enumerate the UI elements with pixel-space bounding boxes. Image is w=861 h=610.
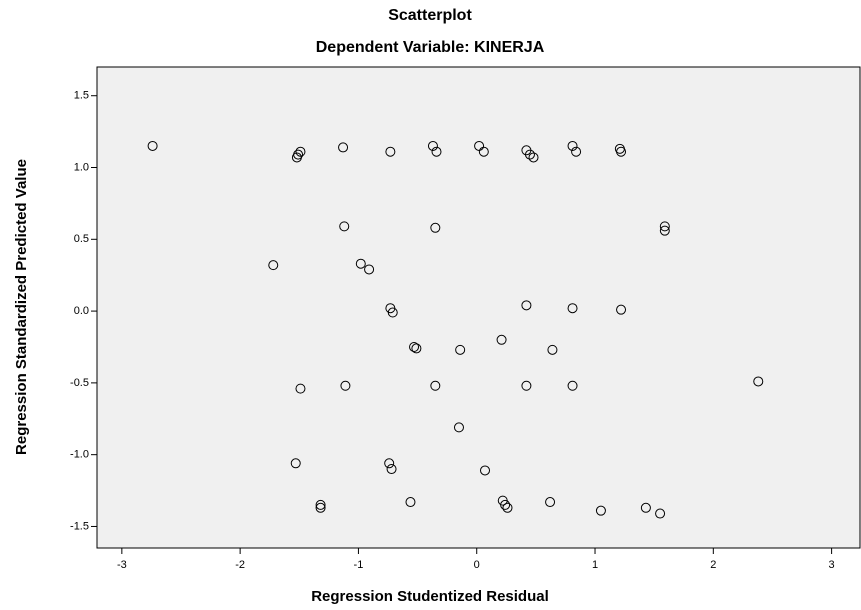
x-tick-label: 3 <box>829 559 835 571</box>
x-tick-label: 1 <box>592 559 598 571</box>
point <box>147 140 158 151</box>
point <box>355 258 366 269</box>
point <box>640 502 651 513</box>
y-tick-label: -1.0 <box>70 449 89 461</box>
point <box>427 140 438 151</box>
x-tick-label: -2 <box>235 559 245 571</box>
point <box>547 344 558 355</box>
y-tick-label: 1.0 <box>74 161 89 173</box>
x-axis-label: Regression Studentized Residual <box>311 588 549 605</box>
y-tick-label: 0.0 <box>74 305 89 317</box>
y-tick-label: 0.5 <box>74 233 89 245</box>
y-tick-label: -1.5 <box>70 520 89 532</box>
chart-title: Scatterplot <box>388 7 472 24</box>
point <box>567 303 578 314</box>
point <box>295 383 306 394</box>
point <box>339 221 350 232</box>
point <box>364 264 375 275</box>
point <box>567 140 578 151</box>
point <box>291 152 302 163</box>
point <box>409 341 420 352</box>
point <box>455 344 466 355</box>
x-tick-label: 0 <box>474 559 480 571</box>
point <box>387 307 398 318</box>
point <box>338 142 349 153</box>
point <box>545 497 556 508</box>
plot-area <box>96 66 861 549</box>
point <box>521 300 532 311</box>
point <box>430 222 441 233</box>
point <box>431 146 442 157</box>
point <box>411 343 422 354</box>
point <box>478 146 489 157</box>
point <box>480 465 491 476</box>
point <box>405 497 416 508</box>
point <box>753 376 764 387</box>
point <box>655 508 666 519</box>
point <box>571 146 582 157</box>
x-tick-label: 2 <box>710 559 716 571</box>
point <box>616 304 627 315</box>
y-tick-label: 1.5 <box>74 90 89 102</box>
point <box>659 221 670 232</box>
chart-subtitle: Dependent Variable: KINERJA <box>316 39 545 56</box>
point <box>295 146 306 157</box>
point <box>616 146 627 157</box>
point <box>500 499 511 510</box>
y-tick-label: -0.5 <box>70 377 89 389</box>
point <box>453 422 464 433</box>
point <box>268 260 279 271</box>
point <box>659 225 670 236</box>
point <box>315 502 326 513</box>
point <box>496 334 507 345</box>
point <box>502 502 513 513</box>
point <box>595 505 606 516</box>
x-tick-label: -1 <box>354 559 364 571</box>
point <box>340 380 351 391</box>
x-tick-label: -3 <box>117 559 127 571</box>
y-axis-label: Regression Standardized Predicted Value <box>13 159 30 455</box>
point <box>315 499 326 510</box>
point <box>385 146 396 157</box>
point <box>524 149 535 160</box>
point <box>567 380 578 391</box>
point <box>290 458 301 469</box>
point <box>430 380 441 391</box>
point <box>521 380 532 391</box>
point <box>386 464 397 475</box>
point <box>528 152 539 163</box>
point <box>384 458 395 469</box>
